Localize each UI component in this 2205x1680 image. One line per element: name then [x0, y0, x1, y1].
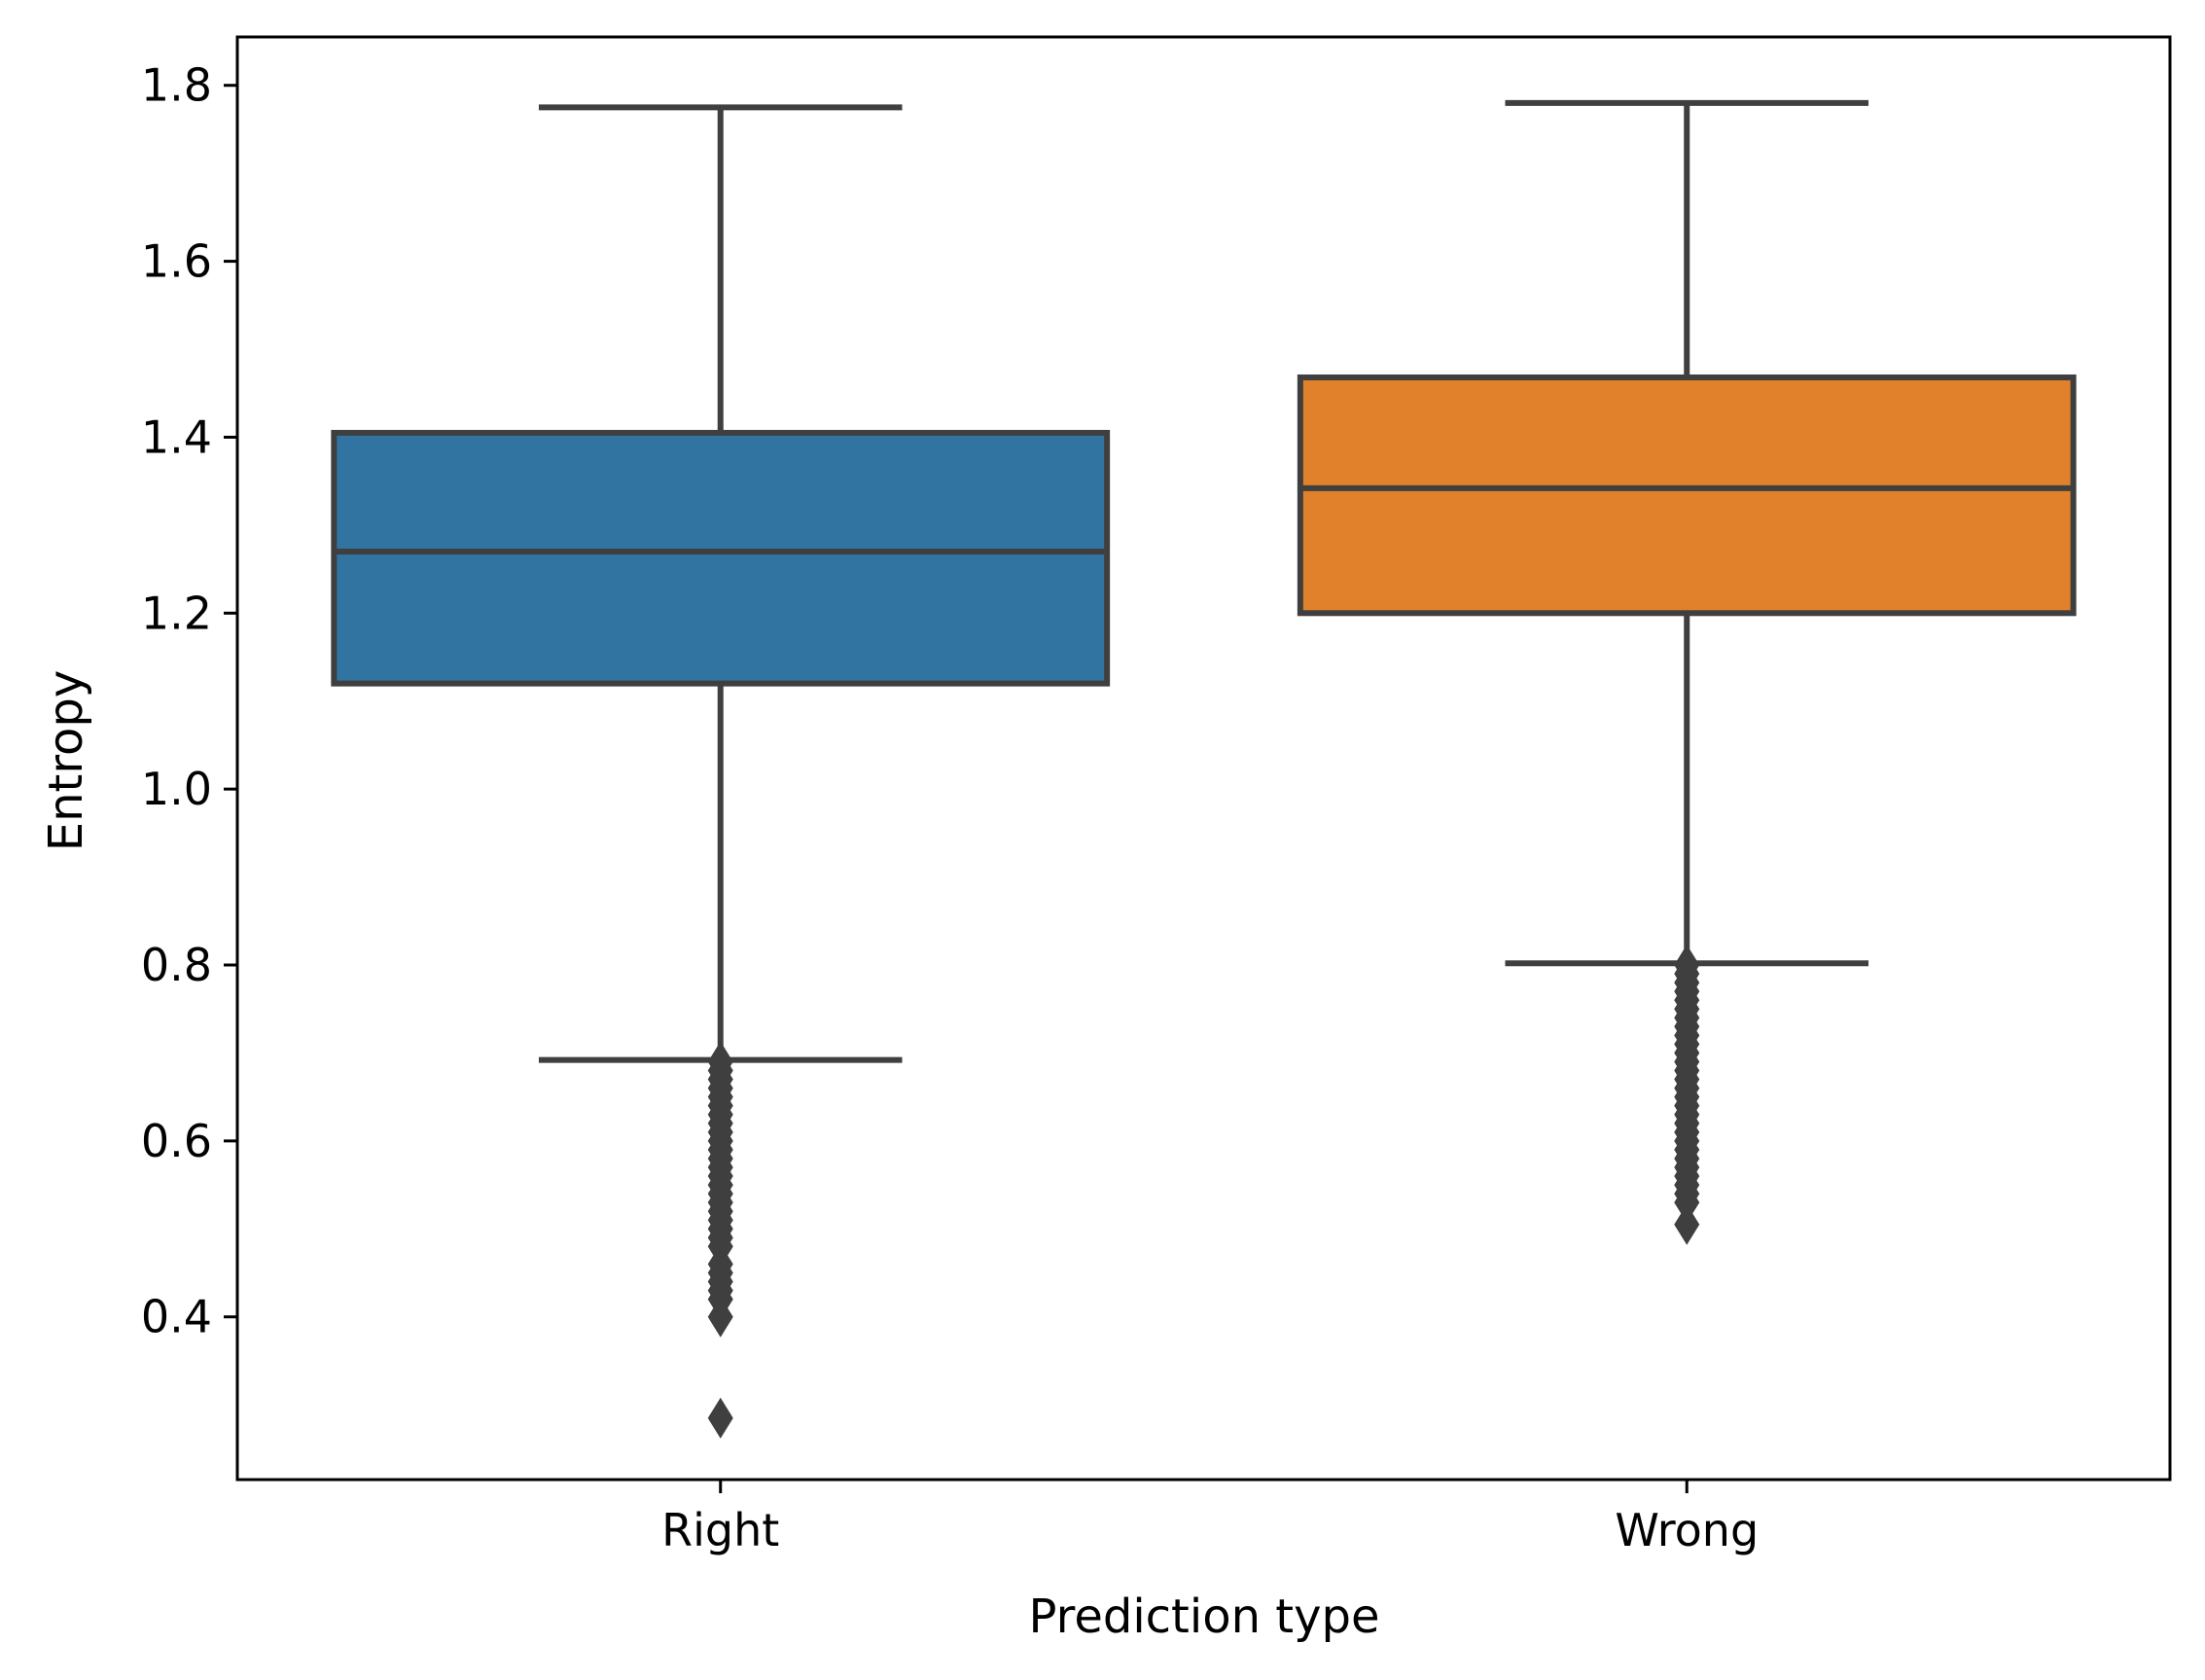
y-axis: 0.4 0.6 0.8 1.0 1.2 1.4 1.6 1.8 — [141, 59, 237, 1343]
box-group-wrong — [1297, 99, 2077, 1245]
y-tick-label: 0.8 — [141, 939, 212, 991]
y-tick-label: 1.6 — [141, 235, 212, 288]
outlier-point-wrong — [1674, 1182, 1700, 1224]
y-tick-label: 1.2 — [141, 587, 212, 639]
y-tick-label: 1.8 — [141, 59, 212, 112]
x-axis-label: Prediction type — [1029, 1590, 1380, 1644]
outlier-point-right — [707, 1397, 733, 1439]
outlier-point-wrong — [1674, 1203, 1700, 1245]
box-wrong — [1297, 374, 2077, 617]
box-group-right — [331, 104, 1111, 1439]
y-tick-label: 1.0 — [141, 763, 212, 815]
outlier-point-right — [707, 1296, 733, 1338]
x-axis: Right Wrong — [661, 1480, 1759, 1556]
boxes-layer — [331, 99, 2077, 1439]
x-tick-label: Wrong — [1615, 1504, 1759, 1556]
y-axis-label: Entropy — [39, 670, 93, 852]
box-right — [331, 429, 1111, 687]
y-tick-label: 0.4 — [141, 1291, 212, 1343]
y-tick-label: 0.6 — [141, 1115, 212, 1167]
plot-frame — [235, 35, 2172, 1482]
x-tick-label: Right — [661, 1504, 779, 1556]
y-tick-label: 1.4 — [141, 411, 212, 463]
